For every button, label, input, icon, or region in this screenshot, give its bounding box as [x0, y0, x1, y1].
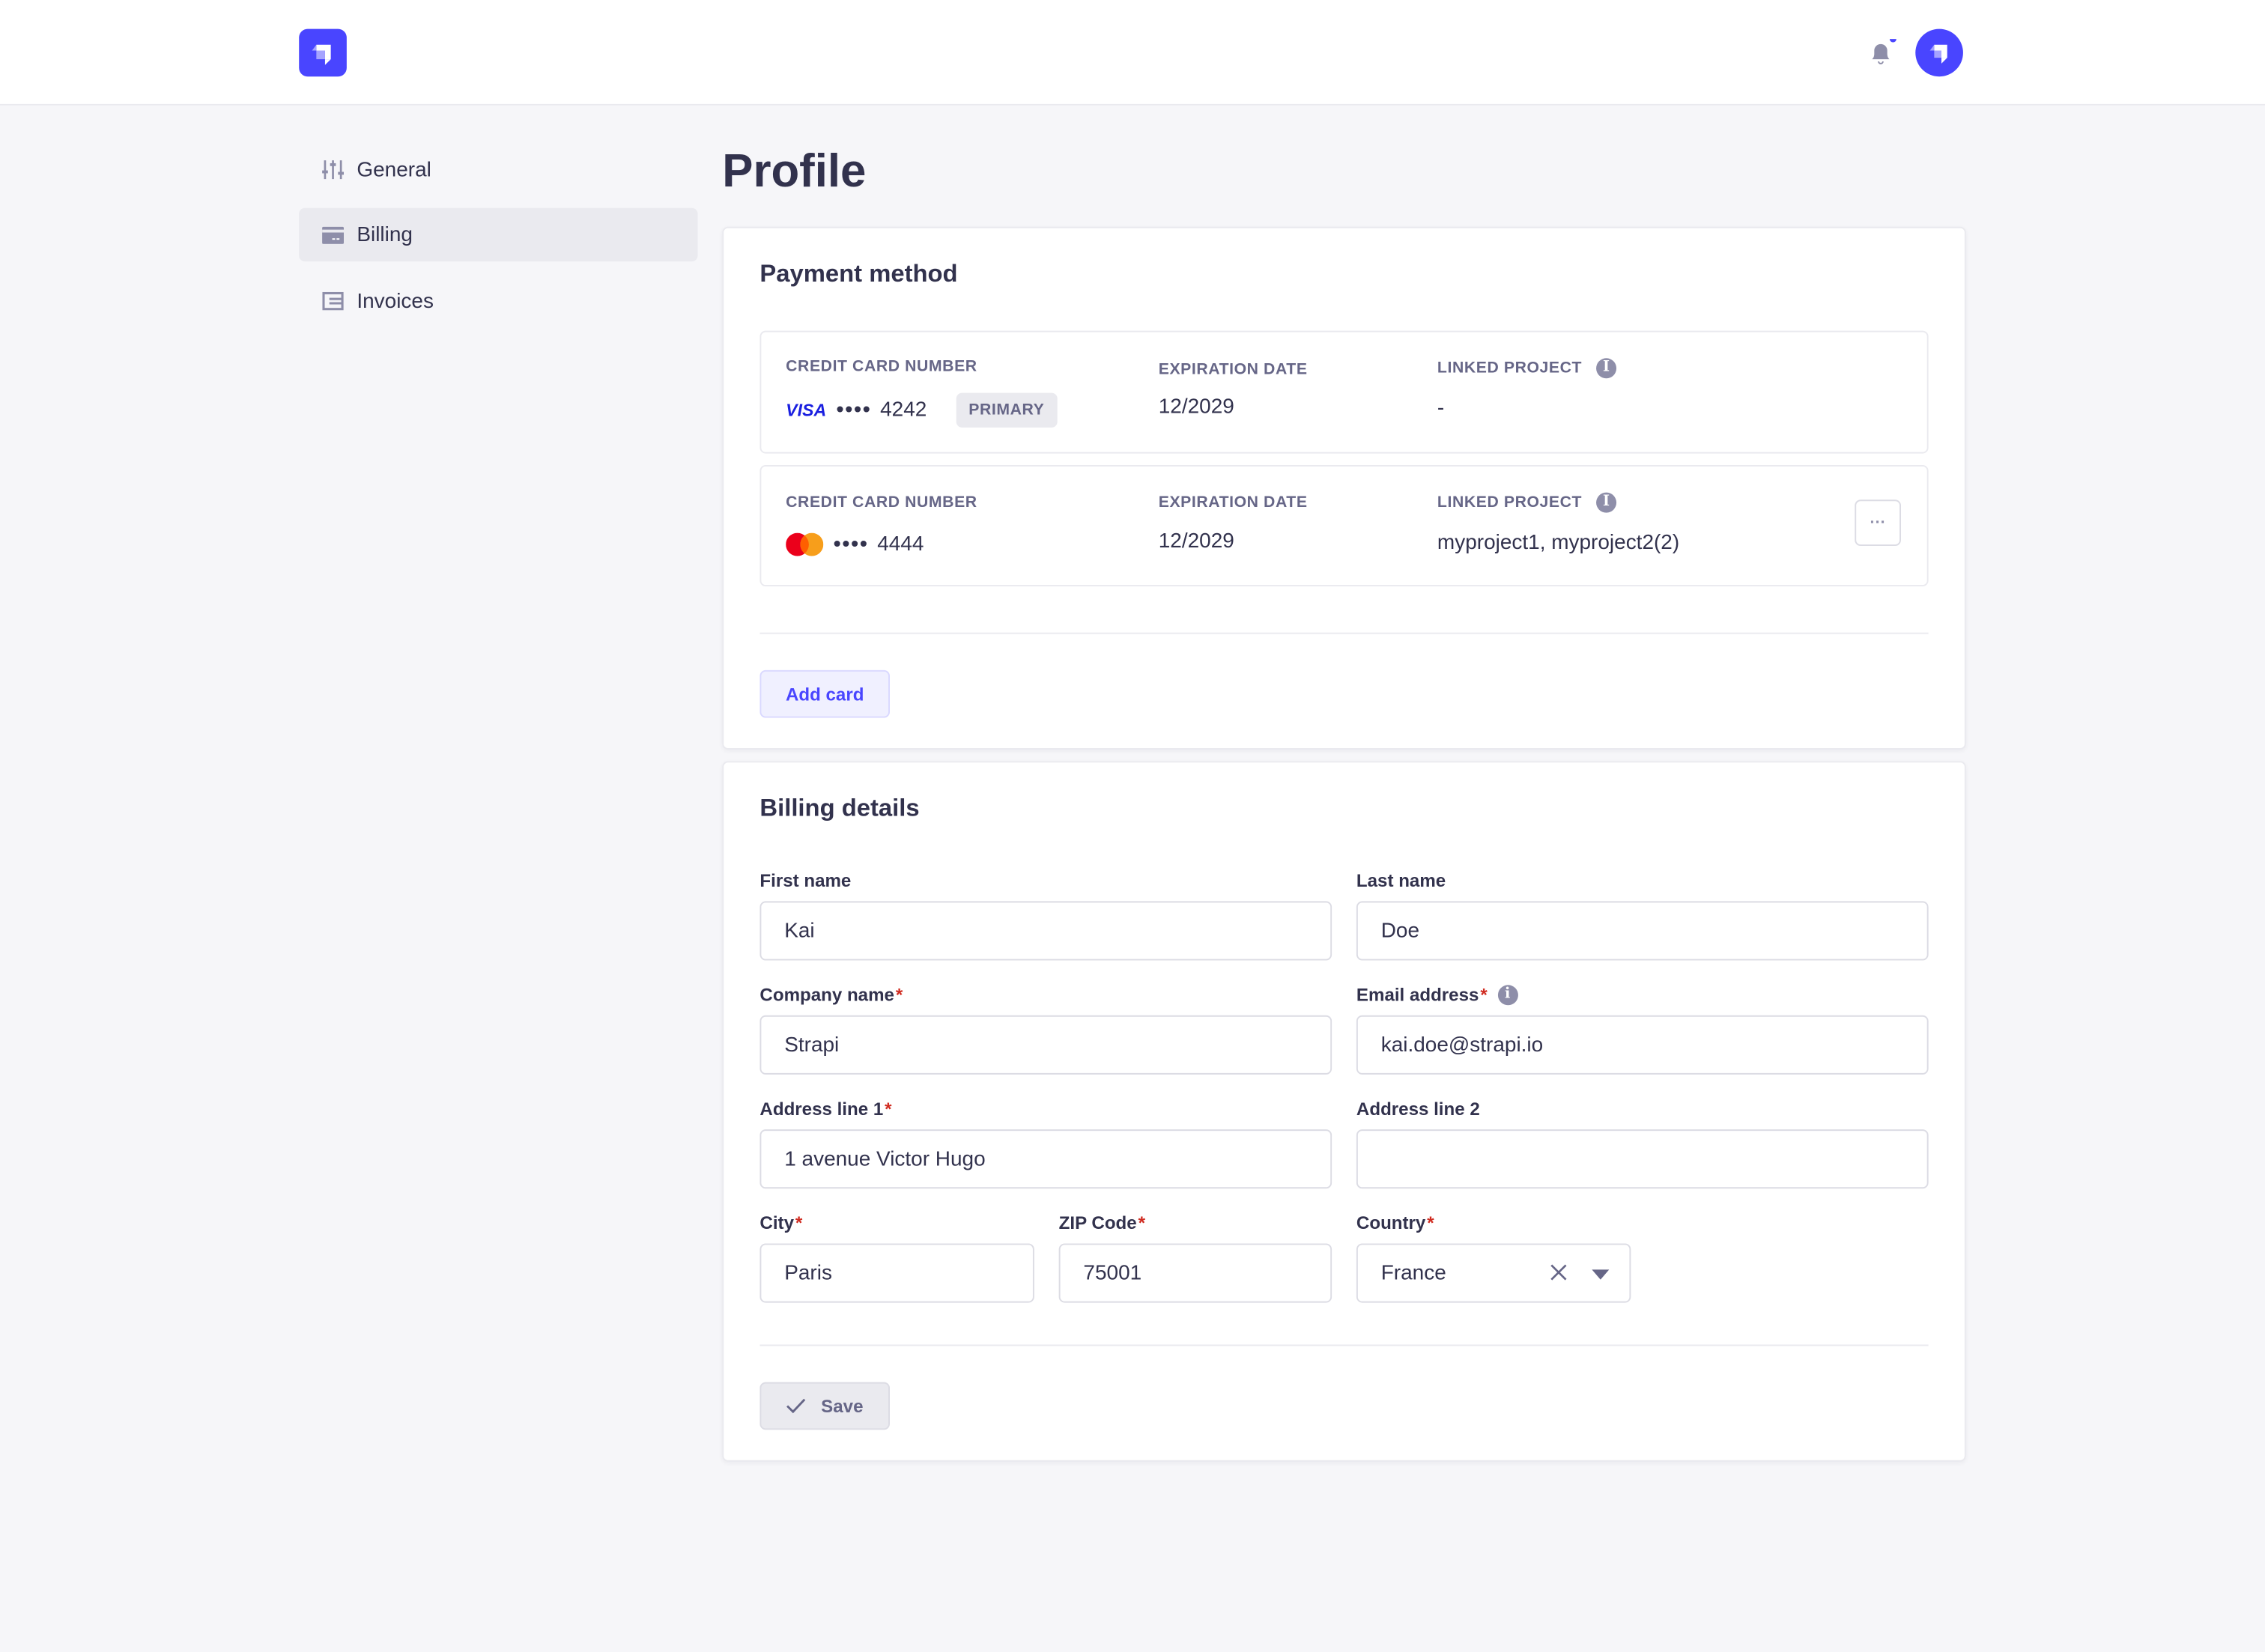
expiration-label: Expiration date [1158, 361, 1308, 379]
label-text: City [759, 1212, 794, 1233]
chevron-down-icon[interactable] [1592, 1269, 1610, 1280]
label-text: Linked project [1437, 359, 1583, 377]
address-line-1-input[interactable] [759, 1129, 1332, 1189]
country-value: France [1380, 1261, 1446, 1285]
sidebar-item-label: Billing [357, 222, 413, 246]
city-input[interactable] [759, 1243, 1034, 1303]
section-heading: Payment method [759, 260, 958, 288]
top-bar [0, 0, 2265, 106]
card-number-label: Credit card number [786, 494, 977, 511]
masked-dots: •••• [836, 398, 872, 422]
info-icon[interactable]: i [1596, 358, 1617, 379]
divider [759, 1344, 1929, 1346]
linked-project: myproject1, myproject2(2) [1437, 531, 1680, 555]
page-title: Profile [722, 144, 867, 197]
card-number: VISA •••• 4242 PRIMARY [786, 392, 1058, 429]
address-line-2-input[interactable] [1356, 1129, 1929, 1189]
credit-card-icon [322, 225, 344, 243]
company-name-input[interactable] [759, 1015, 1332, 1075]
zip-code-label: ZIP Code * [1059, 1213, 1145, 1233]
zip-code-input[interactable] [1058, 1243, 1332, 1303]
last-name-input[interactable] [1356, 901, 1929, 961]
info-icon[interactable]: i [1497, 985, 1518, 1006]
label-text: Linked project [1437, 494, 1583, 511]
sidebar-item-label: Invoices [357, 289, 434, 313]
company-name-label: Company name * [759, 985, 903, 1005]
strapi-logo-icon[interactable] [299, 28, 347, 77]
card-more-button[interactable]: ··· [1855, 499, 1901, 546]
expiration-date: 12/2029 [1158, 529, 1234, 553]
save-button[interactable]: Save [759, 1382, 890, 1430]
sliders-icon [322, 160, 344, 180]
expiration-label: Expiration date [1158, 494, 1308, 511]
country-label: Country * [1356, 1213, 1434, 1233]
card-last4: 4242 [880, 398, 927, 422]
visa-icon: VISA [786, 400, 827, 421]
avatar[interactable] [1915, 28, 1963, 77]
linked-project: - [1437, 397, 1445, 421]
linked-project-label: Linked project i [1437, 492, 1617, 513]
card-number: •••• 4444 [786, 529, 924, 560]
card-number-label: Credit card number [786, 358, 977, 376]
city-label: City * [759, 1213, 802, 1233]
required-mark: * [1138, 1212, 1146, 1233]
save-label: Save [821, 1395, 864, 1416]
expiration-date: 12/2029 [1158, 395, 1234, 419]
sidebar-item-billing[interactable]: Billing [299, 207, 698, 262]
card-last4: 4444 [877, 532, 924, 556]
last-name-label: Last name [1356, 870, 1446, 891]
check-icon [786, 1398, 807, 1414]
required-mark: * [895, 985, 903, 1006]
masked-dots: •••• [833, 532, 869, 556]
first-name-label: First name [759, 870, 852, 891]
label-text: Address line 1 [759, 1099, 884, 1120]
address-line-2-label: Address line 2 [1356, 1099, 1480, 1120]
first-name-input[interactable] [759, 901, 1332, 961]
sidebar-item-general[interactable]: General [299, 143, 697, 196]
invoice-icon [322, 291, 344, 311]
country-select[interactable]: France [1356, 1243, 1631, 1303]
add-card-button[interactable]: Add card [759, 669, 890, 718]
label-text: ZIP Code [1058, 1212, 1137, 1233]
primary-badge: PRIMARY [955, 392, 1058, 428]
card-row: Credit card number •••• 4444 Expiration … [759, 464, 1929, 586]
sidebar-item-label: General [357, 158, 431, 182]
email-input[interactable] [1356, 1015, 1929, 1075]
label-text: Company name [759, 985, 894, 1006]
section-heading: Billing details [759, 794, 920, 822]
clear-icon[interactable] [1550, 1263, 1567, 1281]
card-row: Credit card number VISA •••• 4242 PRIMAR… [759, 330, 1929, 454]
billing-details-section: Billing details First name Last name Com… [722, 761, 1966, 1462]
divider [759, 632, 1929, 634]
email-label: Email address * i [1356, 985, 1518, 1006]
info-icon[interactable]: i [1596, 492, 1617, 513]
mastercard-icon [786, 532, 824, 556]
bell-icon[interactable] [1868, 35, 1897, 75]
required-mark: * [1427, 1212, 1434, 1233]
label-text: Country [1356, 1212, 1426, 1233]
sidebar-item-invoices[interactable]: Invoices [299, 274, 697, 327]
required-mark: * [795, 1212, 803, 1233]
address-line-1-label: Address line 1 * [759, 1099, 891, 1120]
linked-project-label: Linked project i [1437, 358, 1617, 379]
payment-method-section: Payment method Credit card number VISA •… [722, 226, 1966, 750]
required-mark: * [885, 1099, 892, 1120]
label-text: Email address [1356, 985, 1479, 1006]
required-mark: * [1480, 985, 1488, 1006]
